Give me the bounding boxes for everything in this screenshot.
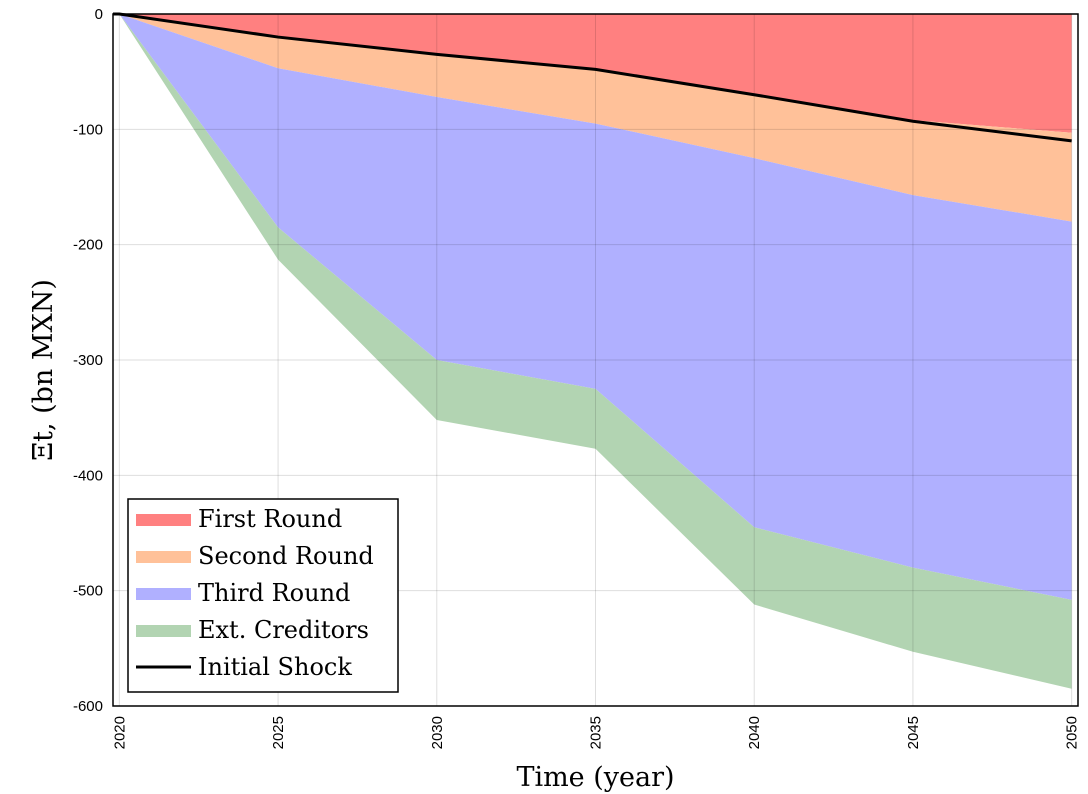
x-tick-label: 2035 bbox=[588, 716, 605, 749]
area-ext-creditors bbox=[113, 14, 1072, 689]
legend-swatch bbox=[136, 551, 191, 563]
legend-swatch bbox=[136, 514, 191, 526]
legend-swatch bbox=[136, 625, 191, 637]
area-third-round bbox=[113, 14, 1072, 600]
x-axis-label: Time (year) bbox=[516, 762, 674, 793]
line-layer bbox=[113, 12, 1072, 143]
legend-label: Initial Shock bbox=[198, 653, 352, 681]
x-tick-label: 2045 bbox=[905, 716, 922, 749]
y-tick-label: -100 bbox=[73, 121, 103, 138]
legend-label: Third Round bbox=[198, 579, 350, 607]
x-tick-label: 2025 bbox=[270, 716, 287, 749]
y-tick-labels: 0 -100 -200 -300 -400 -500 -600 bbox=[73, 6, 103, 715]
x-tick-labels: 2020 2025 2030 2035 2040 2045 2050 bbox=[111, 716, 1080, 749]
legend-label: First Round bbox=[198, 505, 342, 533]
plot-frame bbox=[112, 13, 1079, 707]
x-tick-label: 2030 bbox=[429, 716, 446, 749]
legend: First Round Second Round Third Round Ext. C… bbox=[127, 498, 399, 693]
area-second-round bbox=[113, 14, 1072, 222]
initial-shock-line bbox=[113, 12, 1072, 143]
x-tick-label: 2040 bbox=[746, 716, 763, 749]
y-axis-label: Ξt, (bn MXN) bbox=[28, 279, 59, 461]
legend-swatch bbox=[136, 588, 191, 600]
y-tick-label: -300 bbox=[73, 352, 103, 369]
x-tick-label: 2050 bbox=[1064, 716, 1081, 749]
legend-label: Ext. Creditors bbox=[198, 616, 369, 644]
y-tick-label: 0 bbox=[95, 6, 103, 23]
y-tick-label: -600 bbox=[73, 698, 103, 715]
y-tick-label: -200 bbox=[73, 237, 103, 254]
y-tick-label: -500 bbox=[73, 583, 103, 600]
y-tick-label: -400 bbox=[73, 467, 103, 484]
legend-label: Second Round bbox=[198, 542, 374, 570]
x-tick-label: 2020 bbox=[111, 716, 128, 749]
